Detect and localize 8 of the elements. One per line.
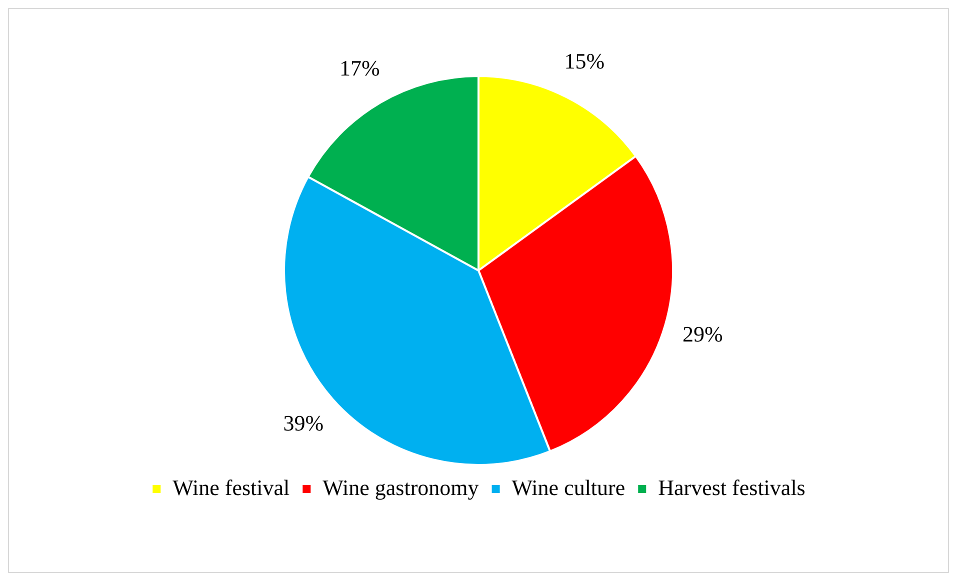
legend-label: Wine festival bbox=[172, 474, 290, 500]
data-label: 39% bbox=[283, 410, 324, 436]
legend-label: Wine culture bbox=[512, 474, 626, 500]
legend-label: Wine gastronomy bbox=[322, 474, 479, 500]
legend-label: Harvest festivals bbox=[658, 474, 806, 500]
data-label: 17% bbox=[340, 55, 380, 80]
data-label: 15% bbox=[564, 48, 605, 74]
data-label: 29% bbox=[682, 321, 723, 346]
